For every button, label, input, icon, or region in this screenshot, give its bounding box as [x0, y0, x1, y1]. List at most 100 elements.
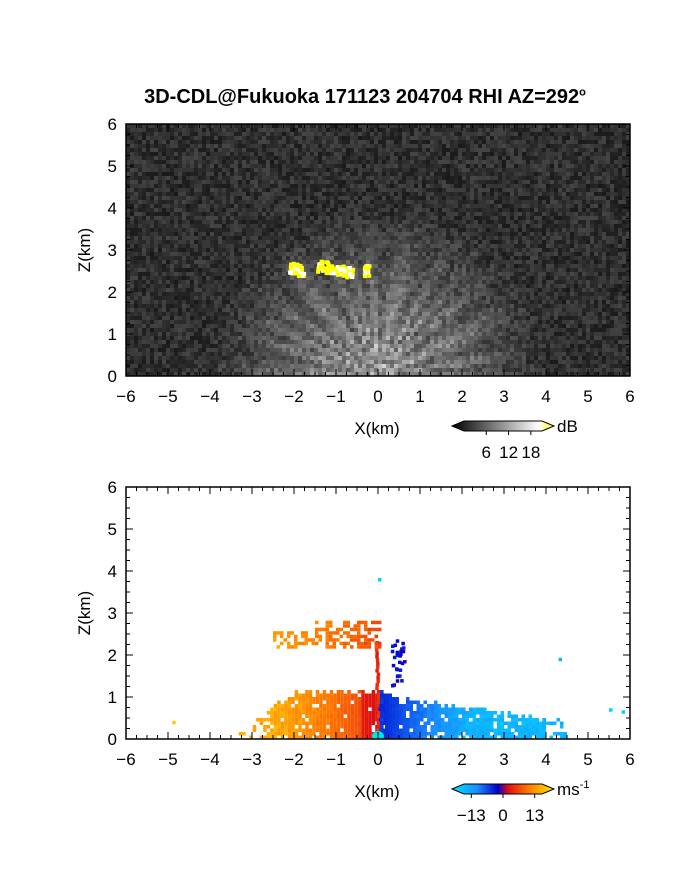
snr-pixel — [578, 256, 582, 260]
snr-pixel — [390, 192, 394, 196]
snr-pixel — [150, 260, 154, 264]
snr-pixel — [142, 200, 146, 204]
snr-pixel — [254, 248, 258, 252]
snr-pixel — [326, 192, 330, 196]
snr-pixel — [542, 168, 546, 172]
snr-pixel — [326, 232, 330, 236]
snr-pixel — [290, 244, 294, 248]
snr-pixel — [526, 256, 530, 260]
snr-pixel — [454, 220, 458, 224]
snr-pixel — [478, 200, 482, 204]
snr-pixel — [554, 268, 558, 272]
snr-pixel — [450, 164, 454, 168]
snr-pixel — [294, 208, 298, 212]
snr-pixel — [318, 188, 322, 192]
snr-pixel — [278, 124, 282, 128]
snr-pixel — [314, 124, 318, 128]
snr-pixel — [294, 276, 298, 280]
snr-pixel — [194, 236, 198, 240]
snr-pixel — [486, 192, 490, 196]
snr-pixel — [358, 192, 362, 196]
snr-pixel — [602, 208, 606, 212]
snr-pixel — [198, 132, 202, 136]
snr-pixel — [598, 124, 602, 128]
snr-pixel — [610, 200, 614, 204]
snr-pixel — [570, 144, 574, 148]
snr-pixel — [530, 124, 534, 128]
snr-pixel — [582, 128, 586, 132]
snr-pixel — [146, 168, 150, 172]
snr-pixel — [334, 224, 338, 228]
snr-pixel — [334, 164, 338, 168]
snr-pixel — [614, 132, 618, 136]
snr-pixel — [182, 156, 186, 160]
snr-pixel — [418, 260, 422, 264]
snr-pixel — [482, 240, 486, 244]
snr-pixel — [270, 192, 274, 196]
snr-pixel — [138, 204, 142, 208]
snr-pixel — [202, 260, 206, 264]
snr-pixel — [550, 228, 554, 232]
snr-pixel — [126, 188, 130, 192]
snr-pixel — [422, 188, 426, 192]
snr-pixel — [494, 124, 498, 128]
snr-pixel — [618, 220, 622, 224]
snr-pixel — [202, 184, 206, 188]
snr-pixel — [534, 228, 538, 232]
snr-pixel — [170, 260, 174, 264]
snr-pixel — [494, 208, 498, 212]
snr-pixel — [530, 192, 534, 196]
snr-pixel — [182, 276, 186, 280]
snr-pixel — [310, 144, 314, 148]
snr-pixel — [486, 232, 490, 236]
snr-pixel — [238, 168, 242, 172]
snr-pixel — [538, 252, 542, 256]
snr-pixel — [430, 272, 434, 276]
snr-pixel — [246, 280, 250, 284]
snr-pixel — [502, 144, 506, 148]
snr-pixel — [178, 136, 182, 140]
snr-pixel — [398, 132, 402, 136]
snr-pixel — [230, 192, 234, 196]
snr-pixel — [294, 212, 298, 216]
snr-pixel — [238, 244, 242, 248]
snr-pixel — [142, 164, 146, 168]
snr-pixel — [574, 144, 578, 148]
snr-pixel — [558, 208, 562, 212]
snr-pixel — [270, 200, 274, 204]
snr-pixel — [258, 236, 262, 240]
snr-pixel — [258, 152, 262, 156]
snr-pixel — [210, 208, 214, 212]
snr-pixel — [410, 256, 414, 260]
snr-pixel — [286, 276, 290, 280]
snr-pixel — [606, 232, 610, 236]
snr-pixel — [322, 168, 326, 172]
snr-pixel — [234, 240, 238, 244]
snr-pixel — [510, 260, 514, 264]
snr-pixel — [366, 152, 370, 156]
snr-pixel — [578, 240, 582, 244]
snr-pixel — [154, 280, 158, 284]
snr-pixel — [494, 168, 498, 172]
snr-pixel — [490, 212, 494, 216]
snr-pixel — [286, 244, 290, 248]
snr-pixel — [382, 160, 386, 164]
snr-pixel — [314, 240, 318, 244]
snr-pixel — [474, 236, 478, 240]
snr-pixel — [170, 128, 174, 132]
snr-pixel — [602, 188, 606, 192]
snr-pixel — [246, 248, 250, 252]
snr-pixel — [458, 276, 462, 280]
snr-pixel — [378, 268, 382, 272]
snr-pixel — [598, 216, 602, 220]
snr-pixel — [582, 252, 586, 256]
snr-pixel — [470, 264, 474, 268]
snr-pixel — [522, 248, 526, 252]
snr-pixel — [590, 240, 594, 244]
snr-pixel — [178, 272, 182, 276]
snr-pixel — [346, 124, 350, 128]
snr-pixel — [586, 200, 590, 204]
snr-pixel — [134, 236, 138, 240]
snr-pixel — [234, 220, 238, 224]
snr-pixel — [258, 280, 262, 284]
